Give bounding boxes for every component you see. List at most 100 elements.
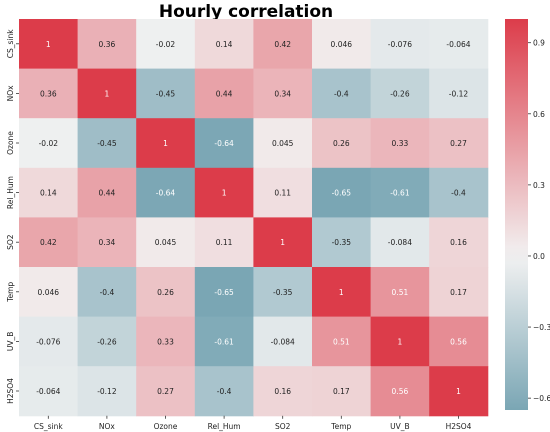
cell-value-label: -0.4 xyxy=(100,288,115,297)
heatmap-cell xyxy=(136,316,196,367)
cell-value-label: -0.084 xyxy=(271,337,295,346)
heatmap-cell xyxy=(312,217,372,268)
heatmap-cell xyxy=(19,316,79,367)
cell-value-label: 0.14 xyxy=(40,189,57,198)
cell-value-label: 0.17 xyxy=(450,288,467,297)
heatmap-cell xyxy=(77,19,137,70)
heatmap-cell xyxy=(194,366,254,417)
heatmap-cell xyxy=(136,167,196,218)
x-axis: CS_sink NOx Ozone Rel_Hum SO2 Temp UV_B H2SO4 xyxy=(34,415,472,431)
heatmap-cell xyxy=(312,118,372,169)
heatmap-cell xyxy=(77,118,137,169)
x-tick-label: NOx xyxy=(99,422,116,431)
colorbar-tick-label: −0.6 xyxy=(533,394,550,403)
heatmap-cell xyxy=(194,118,254,169)
cell-value-label: -0.64 xyxy=(214,139,234,148)
heatmap-cell xyxy=(312,366,372,417)
heatmap-cell xyxy=(370,316,430,367)
heatmap-cell xyxy=(77,217,137,268)
cell-value-label: 0.44 xyxy=(216,89,233,98)
heatmap-cell xyxy=(77,316,137,367)
cell-value-label: -0.35 xyxy=(273,288,293,297)
cell-value-label: 1 xyxy=(222,189,227,198)
y-tick-label: Rel_Hum xyxy=(6,176,15,209)
cell-value-label: -0.02 xyxy=(156,40,176,49)
cell-value-label: 0.11 xyxy=(216,238,233,247)
heatmap-cell xyxy=(429,167,489,218)
y-tick-label: UV_B xyxy=(6,332,15,352)
cell-value-label: -0.4 xyxy=(217,387,232,396)
colorbar-tick-label: 0.0 xyxy=(533,252,545,261)
y-axis: CS_sink NOx Ozone Rel_Hum SO2 Temp UV_B H2SO4 xyxy=(6,29,19,404)
cell-value-label: 0.045 xyxy=(272,139,294,148)
cell-value-label: 0.16 xyxy=(450,238,467,247)
cell-value-label: -0.084 xyxy=(388,238,412,247)
x-tick-label: Ozone xyxy=(154,422,178,431)
cell-value-label: 0.11 xyxy=(274,189,291,198)
x-tick-label: UV_B xyxy=(390,422,410,431)
y-tick-label: H2SO4 xyxy=(6,378,15,404)
heatmap-cell xyxy=(370,118,430,169)
cell-value-label: 0.33 xyxy=(392,139,409,148)
heatmap-cell xyxy=(19,19,79,70)
heatmap-cell xyxy=(77,267,137,318)
cell-value-label: -0.61 xyxy=(214,337,234,346)
cell-value-label: -0.26 xyxy=(97,337,117,346)
cell-value-label: 0.42 xyxy=(274,40,291,49)
cell-value-label: 0.51 xyxy=(392,288,409,297)
heatmap-cell xyxy=(19,118,79,169)
y-tick-label: SO2 xyxy=(6,234,15,250)
heatmap-cell xyxy=(19,217,79,268)
heatmap-cell xyxy=(194,316,254,367)
x-tick-label: Rel_Hum xyxy=(208,422,241,431)
cell-value-label: 0.17 xyxy=(333,387,350,396)
colorbar-tick-label: 0.9 xyxy=(533,39,545,48)
cell-value-label: -0.65 xyxy=(332,189,352,198)
heatmap-cell xyxy=(429,19,489,70)
cell-value-label: -0.26 xyxy=(390,89,410,98)
cell-value-label: -0.35 xyxy=(332,238,352,247)
heatmap-cell xyxy=(253,118,313,169)
heatmap-cell xyxy=(429,68,489,119)
heatmap-cell xyxy=(429,366,489,417)
cell-value-label: 0.36 xyxy=(99,40,116,49)
heatmap-cell xyxy=(370,366,430,417)
heatmap-cell xyxy=(19,366,79,417)
heatmap-cell xyxy=(194,68,254,119)
cell-value-label: -0.064 xyxy=(446,40,470,49)
heatmap-cell xyxy=(312,19,372,70)
x-tick-label: H2SO4 xyxy=(446,422,472,431)
heatmap-cell xyxy=(429,118,489,169)
heatmap-cell xyxy=(312,68,372,119)
heatmap-cell xyxy=(19,68,79,119)
heatmap-cell xyxy=(253,267,313,318)
cell-value-label: 1 xyxy=(105,89,110,98)
heatmap-cell xyxy=(370,68,430,119)
heatmap-cell xyxy=(136,118,196,169)
cell-value-label: -0.076 xyxy=(388,40,412,49)
heatmap-cell xyxy=(429,267,489,318)
cell-value-label: -0.12 xyxy=(449,89,469,98)
heatmap-cell xyxy=(77,68,137,119)
cell-value-label: -0.064 xyxy=(36,387,60,396)
cell-value-label: 0.56 xyxy=(392,387,409,396)
colorbar-tick-label: −0.3 xyxy=(533,323,550,332)
heatmap-cell xyxy=(19,267,79,318)
cell-value-label: 0.27 xyxy=(157,387,174,396)
heatmap-cell xyxy=(136,217,196,268)
cell-value-label: 0.44 xyxy=(99,189,116,198)
y-tick-label: NOx xyxy=(6,85,15,102)
cell-value-label: 0.42 xyxy=(40,238,57,247)
chart-title: Hourly correlation xyxy=(159,2,333,22)
heatmap-cell xyxy=(19,167,79,218)
y-tick-label: Ozone xyxy=(6,131,15,155)
heatmap-cell xyxy=(253,68,313,119)
heatmap-cell xyxy=(312,267,372,318)
heatmap-cell xyxy=(370,267,430,318)
colorbar-gradient xyxy=(505,19,528,410)
cell-value-label: 1 xyxy=(163,139,168,148)
colorbar-tick-label: 0.6 xyxy=(533,110,545,119)
cell-value-label: 1 xyxy=(456,387,461,396)
cell-value-label: -0.64 xyxy=(156,189,176,198)
